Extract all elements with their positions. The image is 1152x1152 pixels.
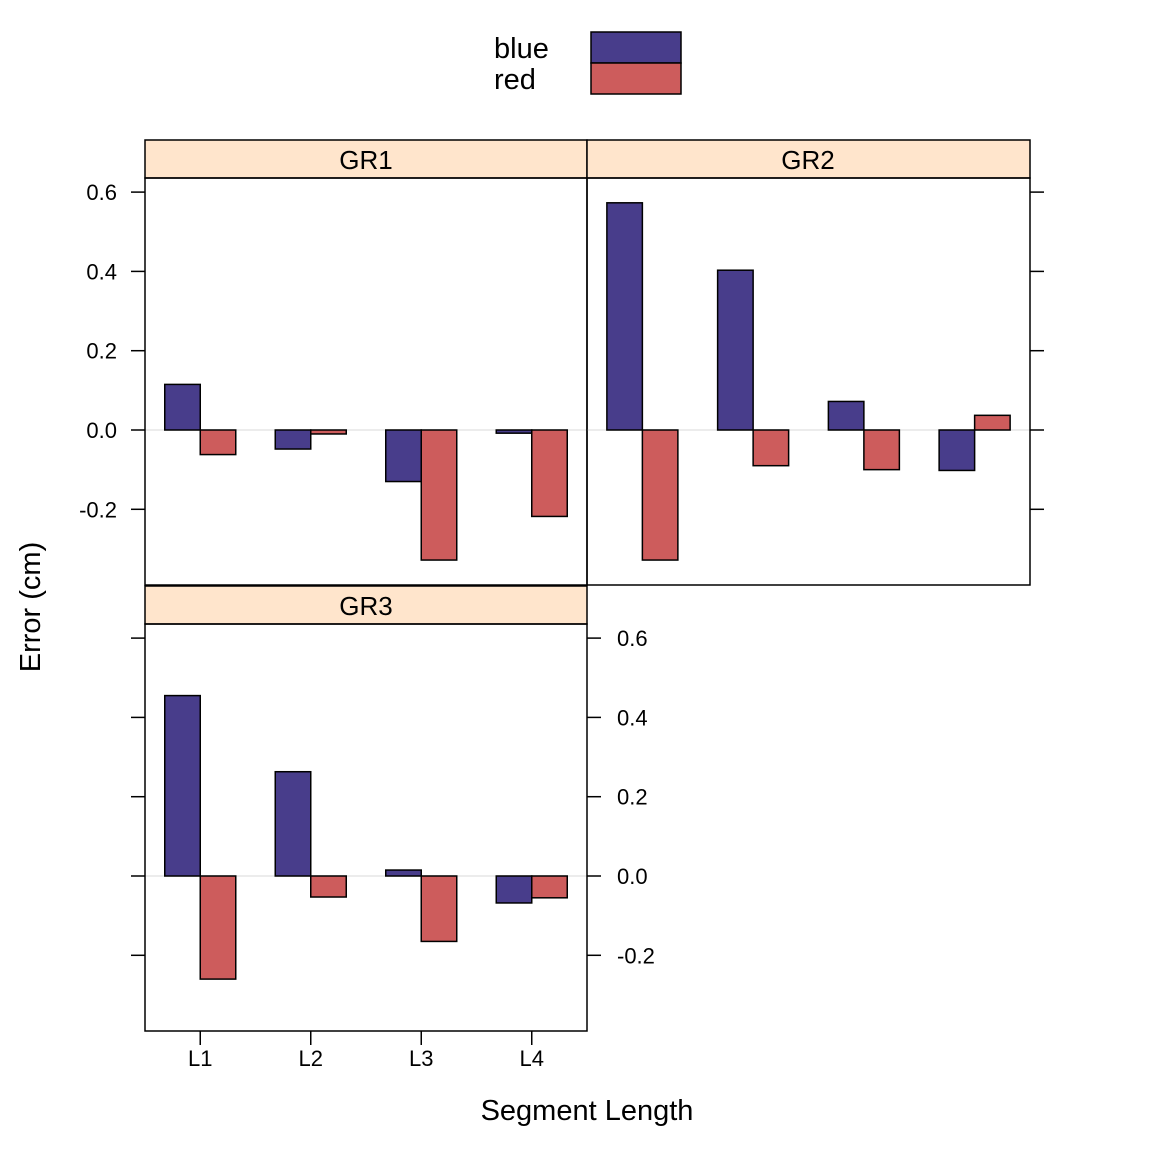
y-tick-label: 0.6 bbox=[617, 626, 648, 651]
x-tick-label: L4 bbox=[520, 1046, 544, 1071]
panel-gr2: GR2 bbox=[586, 139, 1031, 586]
bar-gr1-blue-l1 bbox=[164, 383, 201, 431]
y-tick-label: 0.6 bbox=[86, 180, 117, 205]
axes: -0.2 0.0 0.2 0.4 0.6 -0.2 0.0 0.2 0.4 0.6 L1 L2 L3 L4 bbox=[79, 180, 1044, 1071]
y-tick-label: 0.0 bbox=[86, 418, 117, 443]
plot-frame-gr1 bbox=[144, 177, 588, 586]
y-tick-label: 0.4 bbox=[86, 259, 117, 284]
plot-frame-gr3 bbox=[144, 623, 588, 1032]
legend: blue red bbox=[494, 31, 682, 96]
bar-gr1-red-l2 bbox=[310, 429, 347, 435]
bars-gr2 bbox=[606, 202, 1011, 561]
bar-gr3-red-l3 bbox=[420, 875, 458, 943]
bar-gr2-red-l1 bbox=[641, 429, 679, 561]
x-tick-label: L1 bbox=[188, 1046, 212, 1071]
legend-label-blue: blue bbox=[494, 33, 549, 65]
bars-gr1 bbox=[164, 383, 568, 561]
bar-gr2-red-l4 bbox=[973, 414, 1011, 431]
bar-gr2-red-l3 bbox=[863, 429, 901, 471]
bar-gr3-blue-l1 bbox=[164, 694, 201, 877]
y-tick-label: 0.4 bbox=[617, 705, 648, 730]
bar-gr3-red-l4 bbox=[531, 875, 568, 899]
bar-gr2-blue-l1 bbox=[606, 202, 644, 431]
bar-gr3-blue-l2 bbox=[274, 770, 312, 877]
y-tick-label: -0.2 bbox=[617, 943, 655, 968]
strip-label-gr3: GR3 bbox=[339, 591, 392, 621]
y-tick-label: 0.2 bbox=[617, 785, 648, 810]
panel-gr1: GR1 bbox=[144, 139, 588, 586]
x-axis-title: Segment Length bbox=[481, 1095, 694, 1127]
strip-gr2 bbox=[586, 139, 1031, 179]
bar-gr2-blue-l4 bbox=[938, 429, 976, 472]
x-tick-label: L2 bbox=[299, 1046, 323, 1071]
legend-swatch-blue bbox=[590, 31, 682, 64]
y-tick-label: 0.2 bbox=[86, 339, 117, 364]
bar-gr3-red-l2 bbox=[310, 875, 347, 898]
bar-gr2-red-l2 bbox=[752, 429, 790, 467]
bar-gr3-blue-l3 bbox=[385, 869, 422, 877]
bar-gr1-blue-l3 bbox=[385, 429, 422, 483]
x-tick-label: L3 bbox=[409, 1046, 433, 1071]
bar-gr3-blue-l4 bbox=[495, 875, 533, 904]
bar-gr1-blue-l4 bbox=[495, 429, 533, 434]
strip-label-gr2: GR2 bbox=[781, 145, 834, 175]
y-tick-label: 0.0 bbox=[617, 864, 648, 889]
bar-gr3-red-l1 bbox=[199, 875, 237, 980]
panel-gr3: GR3 bbox=[144, 585, 588, 1032]
y-axis-title: Error (cm) bbox=[15, 542, 47, 672]
bar-gr2-blue-l3 bbox=[827, 400, 865, 431]
bar-gr2-blue-l2 bbox=[716, 269, 754, 431]
bar-gr1-red-l1 bbox=[199, 429, 237, 456]
strip-label-gr1: GR1 bbox=[339, 145, 392, 175]
legend-label-red: red bbox=[494, 64, 536, 96]
plot-frame-gr2 bbox=[586, 177, 1031, 586]
bar-gr1-blue-l2 bbox=[274, 429, 312, 450]
legend-swatch-red bbox=[590, 62, 682, 95]
strip-gr3 bbox=[144, 585, 588, 625]
strip-gr1 bbox=[144, 139, 588, 179]
bars-gr3 bbox=[164, 694, 568, 980]
bar-gr1-red-l3 bbox=[420, 429, 458, 561]
bar-gr1-red-l4 bbox=[531, 429, 568, 518]
y-tick-label: -0.2 bbox=[79, 497, 117, 522]
